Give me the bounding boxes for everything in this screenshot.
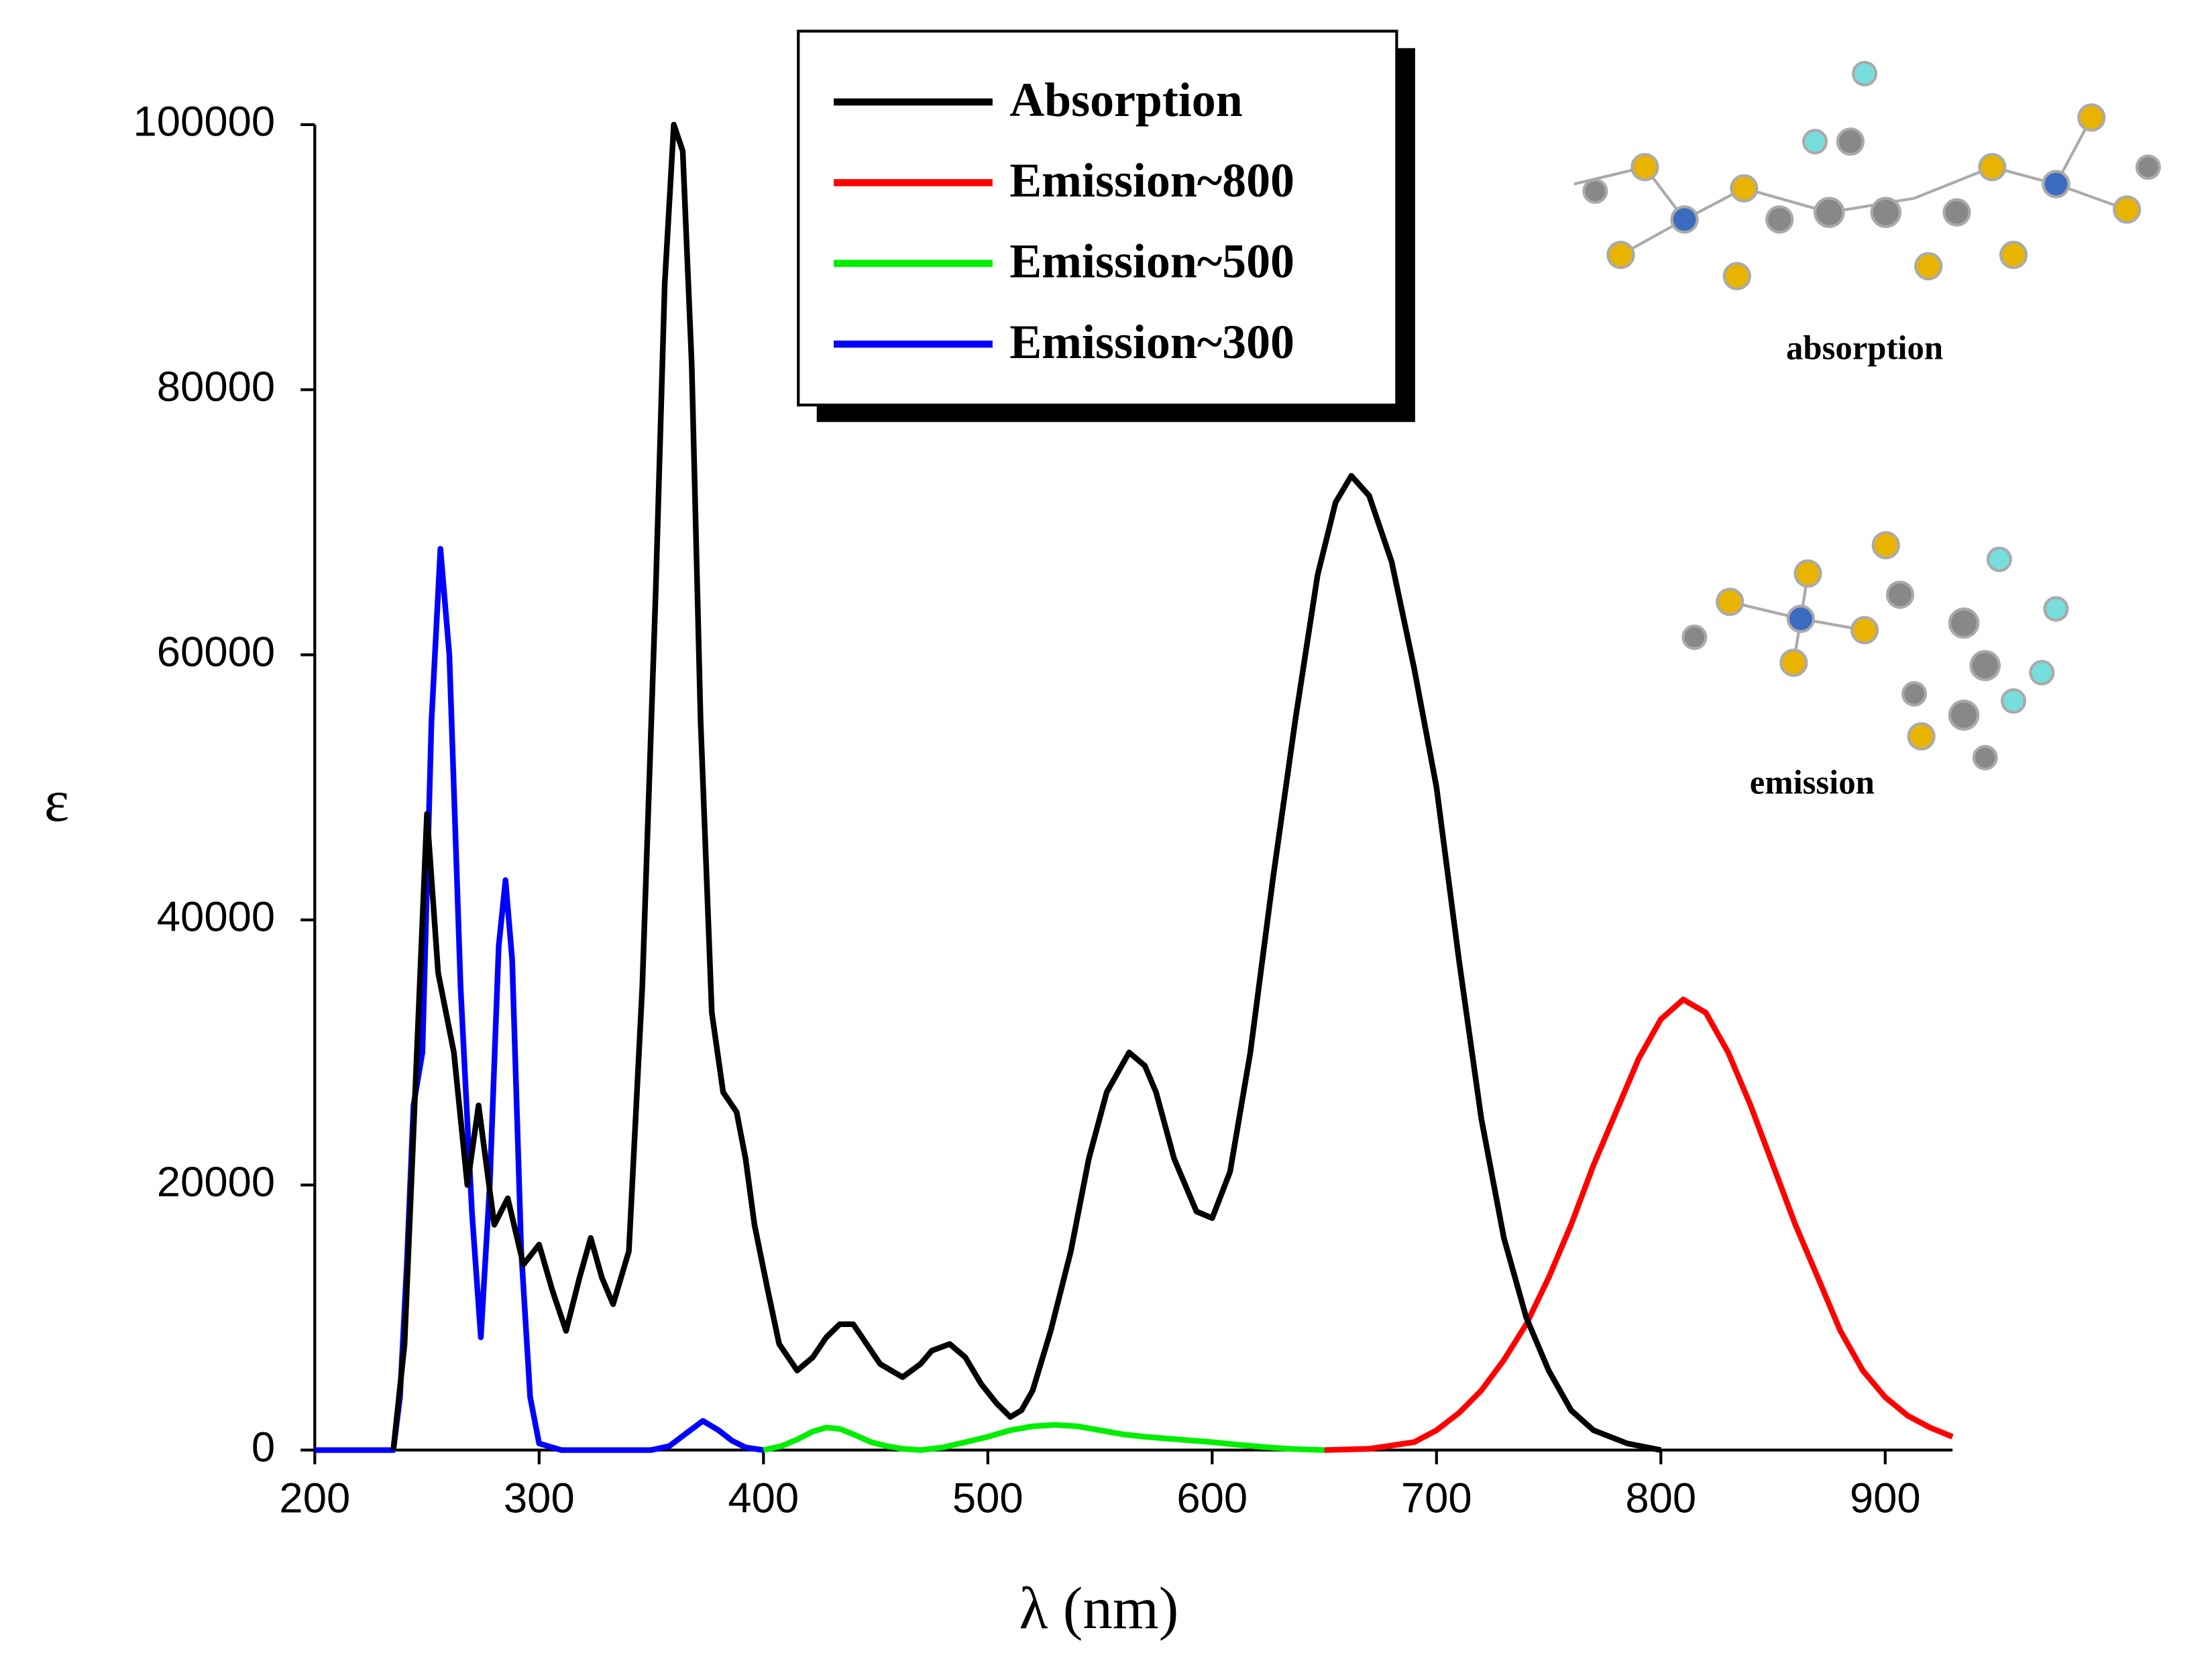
x-tick-label: 800 [1625,1475,1696,1521]
legend-label: Absorption [1009,73,1242,127]
annotation: absorption [1786,329,1943,366]
y-tick-label: 20000 [157,1159,275,1206]
y-tick-label: 0 [252,1424,275,1471]
x-tick-label: 400 [728,1475,799,1521]
x-tick-label: 300 [504,1475,575,1521]
legend-label: Emission~800 [1009,154,1294,207]
x-tick-label: 200 [279,1475,350,1521]
legend [797,30,1415,422]
molecule-drawings [1573,60,2161,770]
annotation: emission [1750,764,1875,801]
x-tick-label: 500 [952,1475,1024,1521]
y-tick-label: 100000 [133,99,276,146]
x-tick-label: 900 [1850,1475,1921,1521]
x-tick-label: 700 [1401,1475,1472,1521]
y-tick-label: 60000 [157,628,275,675]
legend-label: Emission~500 [1009,235,1294,288]
y-axis-label: ε [44,768,69,834]
y-tick-label: 40000 [157,894,275,941]
series-line [315,546,764,1453]
x-axis-label: λ (nm) [1019,1576,1179,1641]
series-line [763,1422,1325,1453]
y-tick-label: 80000 [157,363,275,410]
series-line [1324,996,1954,1453]
series-line [390,121,1662,1453]
legend-label: Emission~300 [1009,315,1294,369]
x-tick-label: 600 [1176,1475,1248,1521]
